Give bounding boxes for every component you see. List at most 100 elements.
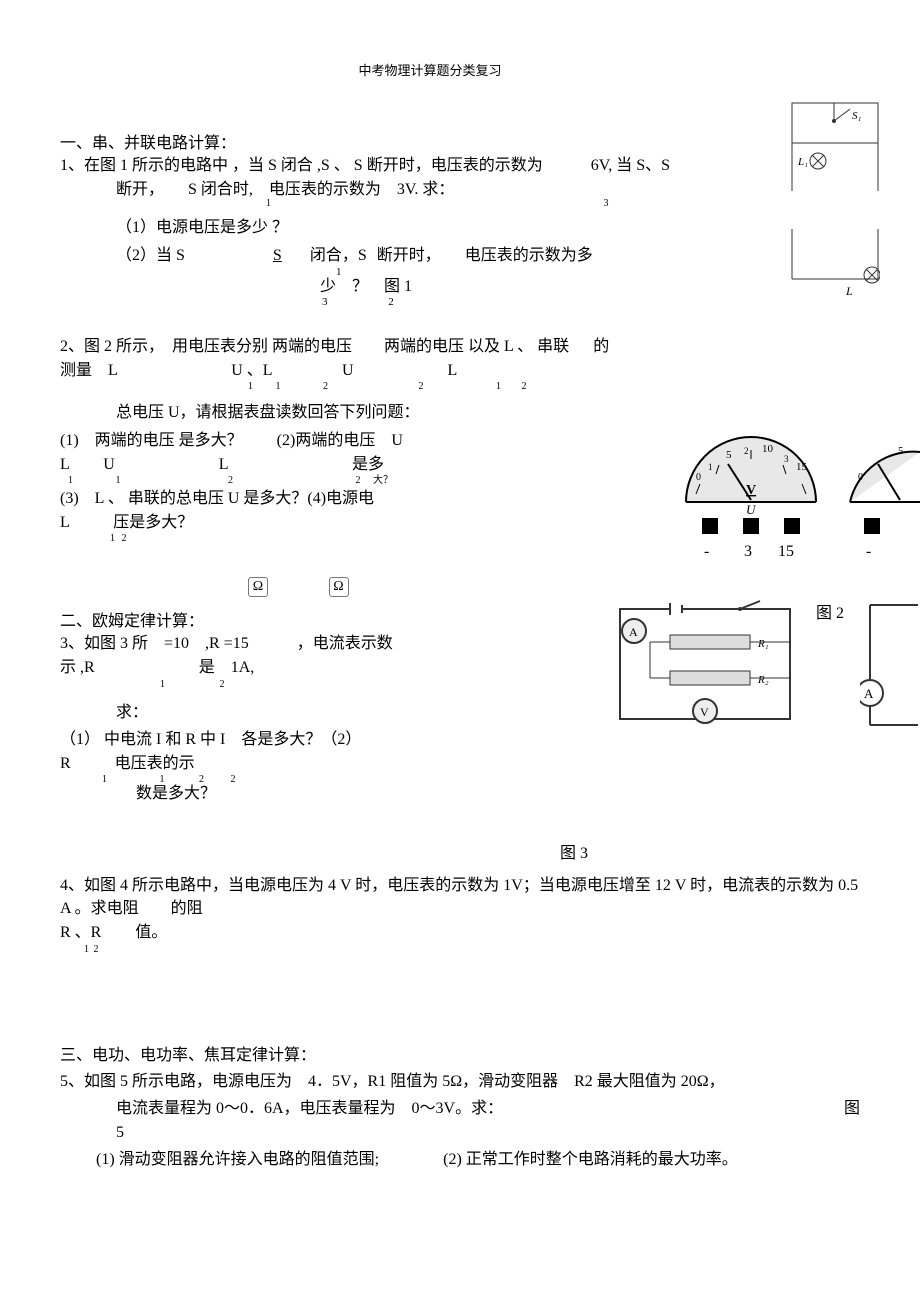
q4-b: A 。求电阻 的阻 [60,900,860,918]
ohm-icon-1: Ω [248,577,268,597]
q2-c2b: L [219,456,228,473]
svg-text:-: - [704,543,709,560]
q2-d1: (3) L 、 串联的总电压 U 是多大？(4)电源电 [60,490,860,508]
q1-d1: （2）当 S [116,247,185,264]
q2-subc-0: 1 [68,475,73,486]
q2-a3: U 、L [231,362,272,379]
q3-a: 3、如图 3 所 =10 ,R =15 ，电流表示数 [60,635,393,652]
q2-d1b: L 压是多大？ [60,514,860,532]
q2-sub-r1-0: 1 [248,381,253,392]
q1-sub-c: 2 [388,296,394,308]
q2-c1-sub: L U L 是多 [60,456,860,474]
q3-e2-text: 电压表的示 [115,755,195,772]
q1-d4: 断开时， 电压表的示数为多 [377,247,593,264]
q2-subd-1: 2 [122,533,127,544]
q5-b-tail: 图 [844,1100,860,1118]
q1-part1: （1）电源电压是多少 ？ [116,215,860,241]
q4-sub-0: 1 [84,944,89,955]
q3-sube-0: 1 [102,774,107,785]
q1-sub2: 3 [604,198,609,209]
q4-a: 4、如图 4 所示电路中，当电源电压为 4 V 时，电压表的示数为 1V；当电源… [60,877,860,895]
q1-line1: 1、在图 1 所示的电路中 ，当 S 闭合 ,S 、 S 断开时，电压表的示数为… [60,157,860,175]
q2-line1: 2、图 2 所示， 用电压表分别 两端的电压 两端的电压 以及 L 、 串联 的 [60,338,860,356]
q4-c-text: R 、R [60,924,101,941]
q2-c1: (1) 两端的电压 是多大？ (2)两端的电压 U [60,432,860,450]
q1-text-a-tail: 6V, 当 S、S [591,157,670,174]
q2-c1-text: (1) 两端的电压 是多大？ [60,432,243,449]
q3-e1-text: （1） 中电流 I 和 R 中 I 各是多大？（2） [60,731,361,748]
q4-b-text: A 。求电阻 的阻 [60,900,203,917]
q5-c-row: (1) 滑动变阻器允许接入电路的阻值范围; (2) 正常工作时整个电路消耗的最大… [96,1147,860,1173]
q2-sub-r1-5: 2 [522,381,527,392]
figure-3-partial: A [860,599,920,729]
q2-line1b: 测量 L U 、L U L [60,362,860,380]
q3-sub-b: 2 [220,679,225,690]
s1-label: S₁ [852,110,862,122]
q3-e1: （1） 中电流 I 和 R 中 I 各是多大？（2） [60,731,860,749]
q1-d3: 闭合，S [310,247,367,264]
figure-1-circuit: S₁ L₁ L [790,99,880,299]
q3-e1b: R 电压表的示 [60,755,860,773]
q5-b-tail2: 5 [116,1124,860,1142]
q1-text-a: 1、在图 1 所示的电路中 ，当 S 闭合 ,S 、 S 断开时，电压表的示数为 [60,157,543,174]
q3-b: 示 ,R [60,659,95,676]
q1-part2: （2）当 S S 闭合，S 断开时， 电压表的示数为多 [116,247,860,265]
q2-sub-r1-3: 2 [419,381,424,392]
q4-c: R 、R 值。 [60,924,860,942]
q3-e3: 数是多大？ [136,785,860,803]
q2-c2d: 大？ [373,475,393,486]
q2-sub-r1-4: 1 [496,381,501,392]
svg-text:3: 3 [744,543,752,560]
q2-a4: U [342,362,354,379]
q4-sub-1: 2 [94,944,99,955]
q2-subd-0: 1 [110,533,115,544]
ohm-row: Ω Ω [220,574,860,597]
svg-text:-: - [866,543,871,560]
q5-b-tail2-text: 5 [116,1124,124,1141]
q2-a6: 的 [593,338,609,355]
q5-a: 5、如图 5 所示电路，电源电压为 4．5V，R1 阻值为 5Ω，滑动变阻器 R… [60,1069,860,1095]
q1-d2: S [273,247,282,264]
figure-3-label: 图 3 [560,839,860,863]
q1-d5-row: 少 ？ 图 1 [320,278,860,296]
q1-sub-b: 3 [322,296,328,308]
section-3-title: 三、电功、电功率、焦耳定律计算： [60,1041,860,1065]
q3-line2: 示 ,R 是 1A, [60,659,860,677]
q2-subc-1: 1 [116,475,121,486]
page-header: 中考物理计算题分类复习 [0,60,860,79]
q2-c1c: U [103,456,115,473]
q3-sube-2: 2 [199,774,204,785]
q5-c1: (1) 滑动变阻器允许接入电路的阻值范围; [96,1151,379,1168]
svg-text:A: A [864,686,874,701]
q3-sube-3: 2 [231,774,236,785]
q1-sub1: 1 [266,198,271,209]
q4-d-text: 值。 [135,924,167,941]
q3-e1b-text: R [60,755,71,772]
q3-c: 是 1A, [199,659,255,676]
q3-d: 求： [116,700,860,726]
q3-sub-a: 1 [160,679,165,690]
q2-a: 2、图 2 所示， 用电压表分别 两端的电压 两端的电压 以及 L 、 串联 [60,338,569,355]
section-1-title: 一、串、并联电路计算： [60,129,860,153]
svg-text:5: 5 [898,445,904,457]
q2-c2c: 是多 [352,456,384,473]
q5-b-row: 电流表量程为 0～0．6A，电压表量程为 0～3V。求： 图 [116,1100,860,1118]
q2-d1b-text: L [60,514,69,531]
q2-c1b: L [60,456,69,473]
q2-sub-r1-2: 2 [323,381,328,392]
q1-d5: 少 ？ 图 1 [320,278,412,295]
q2-subc-2: 2 [228,475,233,486]
ohm-icon-2: Ω [329,577,349,597]
q1-line2: 断开， S 闭合时, 电压表的示数为 3V. 求： [116,181,860,199]
svg-text:0: 0 [696,472,701,483]
figure-2-label: 图 2 [816,599,844,623]
q2-a2: 测量 L [60,362,117,379]
svg-text:15: 15 [778,543,794,560]
q3-sube-1: 1 [160,774,165,785]
q2-c2-text: (2)两端的电压 U [277,432,403,449]
q3-line1: 3、如图 3 所 =10 ,R =15 ，电流表示数 [60,635,860,653]
q1-sub-a: 1 [336,266,342,278]
q2-sub-r1-1: 1 [276,381,281,392]
svg-text:0: 0 [858,472,863,483]
q2-d2-text: 压是多大？ [113,514,193,531]
